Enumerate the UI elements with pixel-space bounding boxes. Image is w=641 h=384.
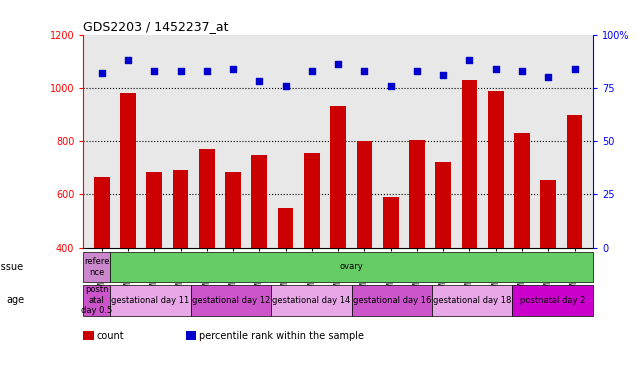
Point [464, 57, 474, 63]
Bar [512, 285, 593, 316]
Bar [190, 285, 271, 316]
Bar [462, 80, 478, 354]
Bar [83, 285, 110, 316]
Point [254, 78, 265, 84]
Bar [488, 91, 504, 354]
Bar [271, 285, 351, 316]
Point [412, 68, 422, 74]
Text: age: age [6, 295, 24, 305]
Point [385, 83, 395, 89]
Bar [199, 149, 215, 354]
Point [176, 68, 186, 74]
Bar [146, 172, 162, 354]
Text: percentile rank within the sample: percentile rank within the sample [199, 331, 363, 341]
Bar [540, 180, 556, 354]
Bar [351, 285, 432, 316]
Text: gestational day 14: gestational day 14 [272, 296, 351, 305]
Point [543, 74, 553, 80]
Point [202, 68, 212, 74]
Text: GDS2203 / 1452237_at: GDS2203 / 1452237_at [83, 20, 229, 33]
Point [123, 57, 133, 63]
Point [359, 68, 369, 74]
Bar [251, 155, 267, 354]
Point [333, 61, 344, 68]
Point [307, 68, 317, 74]
Point [517, 68, 527, 74]
Text: ovary: ovary [340, 262, 363, 271]
Bar [94, 177, 110, 354]
Text: postnatal day 2: postnatal day 2 [520, 296, 585, 305]
Text: postn
atal
day 0.5: postn atal day 0.5 [81, 285, 112, 315]
Point [490, 66, 501, 72]
Text: tissue: tissue [0, 262, 24, 272]
Bar [110, 285, 190, 316]
Bar [225, 172, 241, 354]
Bar [432, 285, 512, 316]
Bar [409, 140, 425, 354]
Text: gestational day 16: gestational day 16 [353, 296, 431, 305]
Point [281, 83, 291, 89]
Bar [514, 133, 530, 354]
Text: gestational day 11: gestational day 11 [112, 296, 190, 305]
Text: gestational day 18: gestational day 18 [433, 296, 512, 305]
Point [438, 72, 448, 78]
Bar [330, 106, 346, 354]
Text: refere
nce: refere nce [84, 257, 110, 276]
Text: count: count [96, 331, 124, 341]
Bar [120, 93, 136, 354]
Bar [383, 197, 399, 354]
Bar [278, 208, 294, 354]
Point [149, 68, 160, 74]
Bar [172, 170, 188, 354]
Point [97, 70, 107, 76]
Text: gestational day 12: gestational day 12 [192, 296, 270, 305]
Bar [435, 162, 451, 354]
Point [228, 66, 238, 72]
Bar [567, 115, 583, 354]
Point [569, 66, 579, 72]
Bar [356, 141, 372, 354]
Bar [83, 252, 110, 282]
Bar [304, 153, 320, 354]
